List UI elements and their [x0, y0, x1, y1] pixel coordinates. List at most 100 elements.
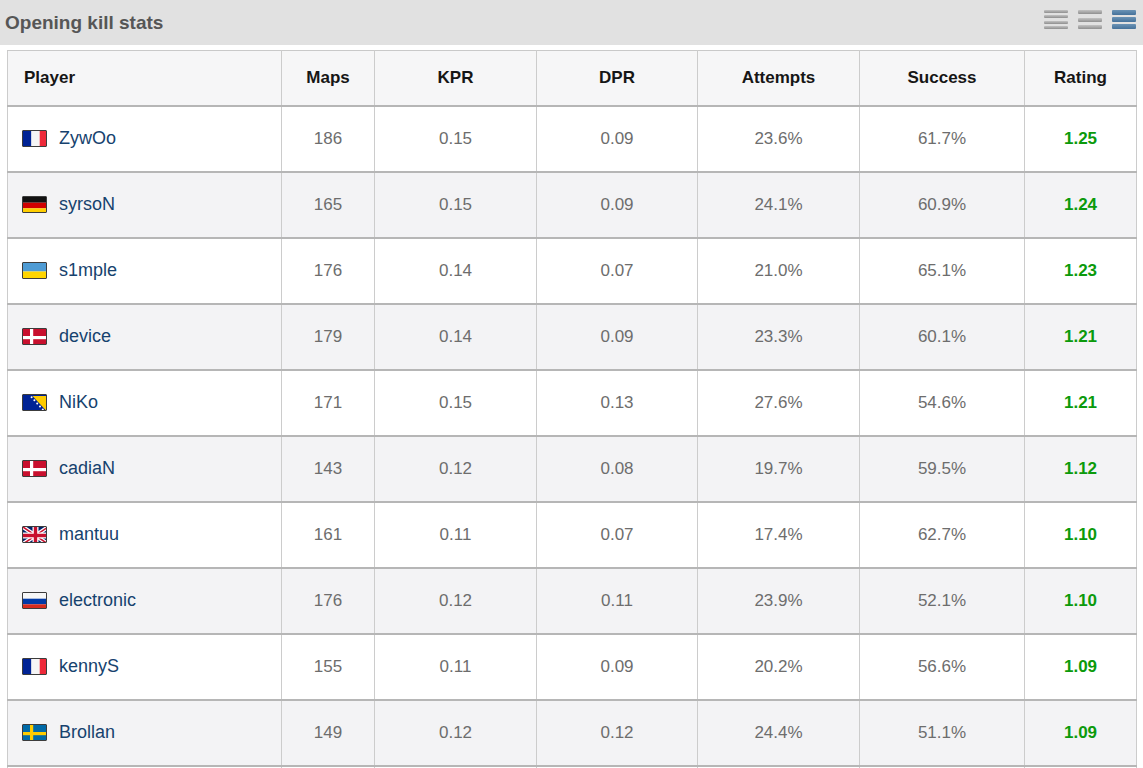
table-body: ZywOo1860.150.0923.6%61.7%1.25syrsoN1650…: [8, 106, 1137, 768]
player-link[interactable]: syrsoN: [59, 194, 115, 214]
success-cell: 60.9%: [860, 172, 1025, 238]
column-header-dpr[interactable]: DPR: [537, 51, 698, 106]
player-cell: ZywOo: [8, 106, 282, 172]
rating-cell: 1.12: [1025, 436, 1137, 502]
player-link[interactable]: s1mple: [59, 260, 117, 280]
column-header-success[interactable]: Success: [860, 51, 1025, 106]
player-link[interactable]: NiKo: [59, 392, 98, 412]
fr-flag-icon: [22, 658, 47, 675]
success-cell: 54.6%: [860, 370, 1025, 436]
dk-flag-icon: [22, 460, 47, 477]
attempts-cell: 17.4%: [698, 502, 860, 568]
dpr-cell: 0.09: [537, 304, 698, 370]
dpr-cell: 0.13: [537, 370, 698, 436]
player-cell: mantuu: [8, 502, 282, 568]
gb-flag-icon: [22, 526, 47, 543]
table-row: mantuu1610.110.0717.4%62.7%1.10: [8, 502, 1137, 568]
player-link[interactable]: cadiaN: [59, 458, 115, 478]
player-cell: cadiaN: [8, 436, 282, 502]
player-cell: syrsoN: [8, 172, 282, 238]
success-cell: 59.5%: [860, 436, 1025, 502]
attempts-cell: 23.9%: [698, 568, 860, 634]
table-header-row: PlayerMapsKPRDPRAttemptsSuccessRating: [8, 51, 1137, 106]
maps-cell: 186: [282, 106, 375, 172]
rating-cell: 1.24: [1025, 172, 1137, 238]
maps-cell: 179: [282, 304, 375, 370]
attempts-cell: 23.6%: [698, 106, 860, 172]
kpr-cell: 0.14: [375, 238, 537, 304]
fr-flag-icon: [22, 130, 47, 147]
kpr-cell: 0.15: [375, 370, 537, 436]
success-cell: 61.7%: [860, 106, 1025, 172]
rating-cell: 1.10: [1025, 568, 1137, 634]
table-row: device1790.140.0923.3%60.1%1.21: [8, 304, 1137, 370]
kpr-cell: 0.14: [375, 304, 537, 370]
maps-cell: 161: [282, 502, 375, 568]
player-link[interactable]: mantuu: [59, 524, 119, 544]
success-cell: 62.7%: [860, 502, 1025, 568]
success-cell: 60.1%: [860, 304, 1025, 370]
table-row: electronic1760.120.1123.9%52.1%1.10: [8, 568, 1137, 634]
kpr-cell: 0.12: [375, 568, 537, 634]
rating-cell: 1.09: [1025, 700, 1137, 766]
table-row: s1mple 1760.140.0721.0%65.1%1.23: [8, 238, 1137, 304]
title-bar: Opening kill stats: [0, 0, 1143, 45]
success-cell: 52.1%: [860, 568, 1025, 634]
list-view-expanded-icon[interactable]: [1112, 10, 1136, 29]
kpr-cell: 0.12: [375, 700, 537, 766]
table-row: Brollan1490.120.1224.4%51.1%1.09: [8, 700, 1137, 766]
attempts-cell: 21.0%: [698, 238, 860, 304]
rating-cell: 1.23: [1025, 238, 1137, 304]
dpr-cell: 0.12: [537, 700, 698, 766]
player-link[interactable]: ZywOo: [59, 128, 116, 148]
list-view-compact-icon[interactable]: [1044, 10, 1068, 29]
player-cell: Brollan: [8, 700, 282, 766]
player-link[interactable]: kennyS: [59, 656, 119, 676]
player-link[interactable]: electronic: [59, 590, 136, 610]
player-cell: electronic: [8, 568, 282, 634]
attempts-cell: 24.4%: [698, 700, 860, 766]
dpr-cell: 0.09: [537, 634, 698, 700]
attempts-cell: 19.7%: [698, 436, 860, 502]
success-cell: 65.1%: [860, 238, 1025, 304]
table-row: kennyS1550.110.0920.2%56.6%1.09: [8, 634, 1137, 700]
column-header-attempts[interactable]: Attempts: [698, 51, 860, 106]
attempts-cell: 27.6%: [698, 370, 860, 436]
kpr-cell: 0.11: [375, 502, 537, 568]
view-switcher: [1044, 10, 1136, 29]
attempts-cell: 24.1%: [698, 172, 860, 238]
maps-cell: 149: [282, 700, 375, 766]
player-cell: s1mple: [8, 238, 282, 304]
player-cell: NiKo: [8, 370, 282, 436]
success-cell: 51.1%: [860, 700, 1025, 766]
rating-cell: 1.21: [1025, 370, 1137, 436]
ba-flag-icon: [22, 394, 47, 411]
page-title: Opening kill stats: [0, 12, 163, 34]
list-view-normal-icon[interactable]: [1078, 10, 1102, 29]
stats-table: PlayerMapsKPRDPRAttemptsSuccessRating Zy…: [7, 50, 1137, 768]
table-row: NiKo1710.150.1327.6%54.6%1.21: [8, 370, 1137, 436]
kpr-cell: 0.15: [375, 172, 537, 238]
maps-cell: 165: [282, 172, 375, 238]
rating-cell: 1.25: [1025, 106, 1137, 172]
kpr-cell: 0.15: [375, 106, 537, 172]
dpr-cell: 0.07: [537, 238, 698, 304]
column-header-kpr[interactable]: KPR: [375, 51, 537, 106]
column-header-player[interactable]: Player: [8, 51, 282, 106]
maps-cell: 176: [282, 238, 375, 304]
dpr-cell: 0.09: [537, 172, 698, 238]
table-row: syrsoN 1650.150.0924.1%60.9%1.24: [8, 172, 1137, 238]
se-flag-icon: [22, 724, 47, 741]
player-cell: device: [8, 304, 282, 370]
dpr-cell: 0.11: [537, 568, 698, 634]
success-cell: 56.6%: [860, 634, 1025, 700]
table-row: cadiaN1430.120.0819.7%59.5%1.12: [8, 436, 1137, 502]
player-cell: kennyS: [8, 634, 282, 700]
table-row: ZywOo1860.150.0923.6%61.7%1.25: [8, 106, 1137, 172]
player-link[interactable]: Brollan: [59, 722, 115, 742]
rating-cell: 1.09: [1025, 634, 1137, 700]
dpr-cell: 0.07: [537, 502, 698, 568]
column-header-rating[interactable]: Rating: [1025, 51, 1137, 106]
player-link[interactable]: device: [59, 326, 111, 346]
column-header-maps[interactable]: Maps: [282, 51, 375, 106]
